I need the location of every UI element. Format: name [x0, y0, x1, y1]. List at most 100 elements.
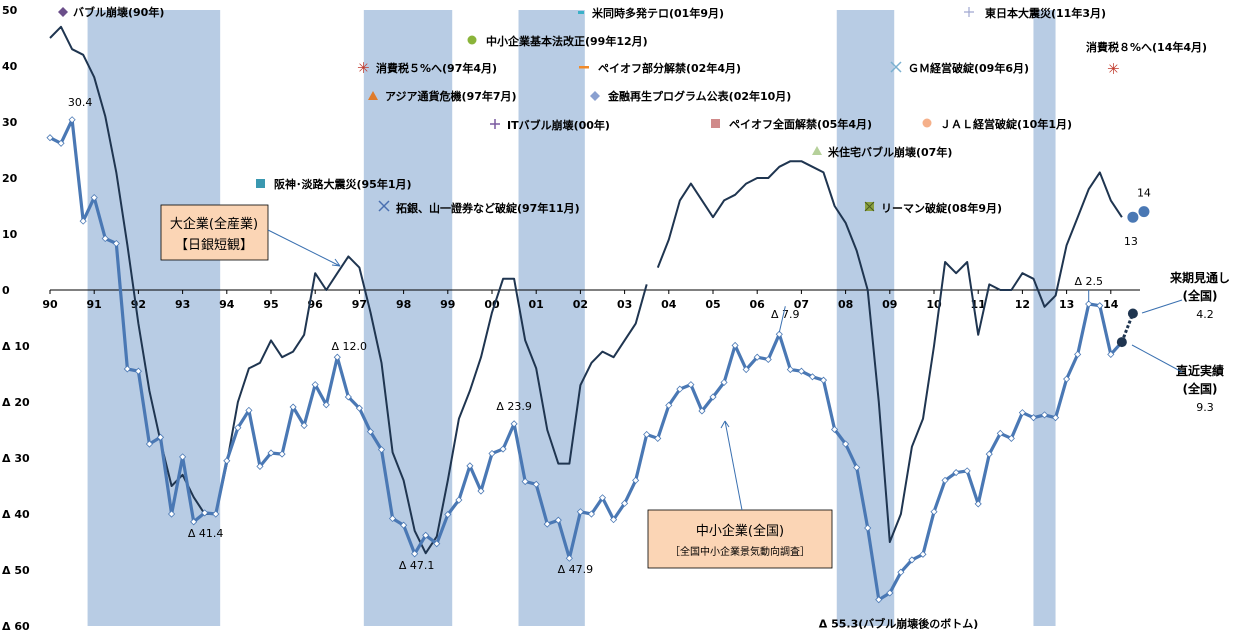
star-icon: ✳: [357, 59, 370, 77]
event-consumption-tax-5: ✳ 消費税５%へ(97年4月): [357, 59, 497, 77]
triangle-icon: [812, 146, 822, 155]
event-label: アジア通貨危機(97年7月): [385, 89, 517, 103]
recession-band: [837, 10, 894, 626]
event-consumption-tax-8: 消費税８%へ(14年4月) ✳: [1086, 40, 1207, 78]
event-sme-basic-law: 中小企業基本法改正(99年12月): [468, 34, 648, 48]
data-labels: 30.4Δ 41.4Δ 12.0Δ 47.1Δ 23.9Δ 47.9Δ 7.9Δ…: [68, 96, 1103, 631]
actual-value: 9.3: [1196, 401, 1214, 414]
event-it-bubble: ITバブル崩壊(00年): [490, 118, 610, 132]
event-asian-crisis: アジア通貨危機(97年7月): [368, 89, 517, 103]
y-tick-label: 40: [2, 60, 18, 73]
event-label: 阪神･淡路大震災(95年1月): [274, 177, 412, 191]
event-label: 東日本大震災(11年3月): [985, 6, 1106, 20]
star-icon: ✳: [1107, 60, 1120, 78]
forecast-sub: (全国): [1183, 288, 1218, 303]
x-tick-label: 02: [573, 298, 588, 311]
event-lehman: リーマン破綻(08年9月): [865, 201, 1002, 215]
event-label: リーマン破綻(08年9月): [881, 201, 1002, 215]
y-tick-label: 10: [2, 228, 18, 241]
event-jal-bankruptcy: ＪＡＬ経営破綻(10年1月): [923, 117, 1073, 131]
x-tick-label: 09: [882, 298, 897, 311]
recession-bands: [88, 10, 1056, 626]
large-firm-forecast-point: [1138, 206, 1149, 217]
diamond-icon: [590, 91, 600, 101]
y-tick-label: Δ 50: [2, 564, 30, 577]
actual-label: 直近実績 (全国) 9.3: [1132, 345, 1224, 414]
dash-icon: [579, 66, 589, 69]
event-payoff-full: ペイオフ全面解禁(05年4月): [711, 117, 872, 131]
x-tick-label: 90: [42, 298, 58, 311]
event-gm-bankruptcy: ＧＭ経営破綻(09年6月): [891, 61, 1029, 75]
event-payoff-partial: ペイオフ部分解禁(02年4月): [579, 61, 741, 75]
event-label: 消費税５%へ(97年4月): [376, 61, 497, 75]
y-tick-label: 30: [2, 116, 18, 129]
event-label: バブル崩壊(90年): [73, 5, 164, 19]
event-label: 消費税８%へ(14年4月): [1086, 40, 1207, 54]
small-firm-label-title: 中小企業(全国): [696, 523, 784, 539]
x-tick-label: 98: [396, 298, 411, 311]
event-financial-revival: 金融再生プログラム公表(02年10月): [590, 89, 791, 103]
data-label: Δ 55.3(バブル崩壊後のボトム): [819, 617, 979, 631]
large-firm-forecast-label: 14: [1137, 187, 1151, 200]
x-tick-label: 14: [1103, 298, 1119, 311]
data-label: Δ 41.4: [188, 527, 224, 540]
x-tick-label: 94: [219, 298, 235, 311]
x-tick-label: 06: [750, 298, 766, 311]
x-tick-label: 93: [175, 298, 190, 311]
x-tick-label: 99: [440, 298, 455, 311]
event-tohoku-earthquake: 東日本大震災(11年3月): [964, 6, 1106, 20]
large-firm-forecast-label: 13: [1124, 235, 1138, 248]
y-tick-label: Δ 20: [2, 396, 30, 409]
y-tick-label: 20: [2, 172, 18, 185]
data-label: Δ 47.9: [558, 563, 594, 576]
square-icon: [711, 119, 720, 128]
data-label: Δ 7.9: [771, 308, 800, 321]
circle-icon: [468, 36, 477, 45]
small-firm-forecast-point: [1128, 309, 1138, 319]
event-label: 中小企業基本法改正(99年12月): [486, 34, 648, 48]
y-tick-label: Δ 60: [2, 620, 30, 633]
x-tick-label: 92: [131, 298, 146, 311]
actual-sub: (全国): [1183, 381, 1218, 396]
actual-title: 直近実績: [1176, 363, 1224, 378]
event-us-housing: 米住宅バブル崩壊(07年): [812, 145, 952, 159]
y-tick-label: Δ 40: [2, 508, 30, 521]
recession-band: [1033, 10, 1055, 626]
y-tick-label: Δ 30: [2, 452, 30, 465]
x-tick-label: 95: [263, 298, 278, 311]
large-firm-label-box: 大企業(全産業) 【日銀短観】: [161, 205, 340, 266]
plus-icon: [490, 119, 500, 129]
event-hanshin-earthquake: 阪神･淡路大震災(95年1月): [256, 177, 412, 191]
data-label: Δ 2.5: [1074, 275, 1103, 288]
data-label: 30.4: [68, 96, 93, 109]
dash-icon: [578, 11, 584, 14]
x-tick-label: 04: [661, 298, 677, 311]
event-sept-11: 米同時多発テロ(01年9月): [578, 6, 724, 20]
forecast-markers: 13 14: [1117, 187, 1151, 347]
large-firm-label-title: 大企業(全産業): [170, 216, 258, 232]
x-tick-label: 97: [352, 298, 367, 311]
x-tick-label: 05: [705, 298, 720, 311]
forecast-title: 来期見通し: [1169, 270, 1230, 285]
x-tick-label: 13: [1059, 298, 1074, 311]
small-firm-label-sub: ［全国中小企業景気動向調査］: [670, 545, 810, 558]
x-tick-label: 12: [1015, 298, 1030, 311]
y-tick-labels: 50 40 30 20 10 0 Δ 10 Δ 20 Δ 30 Δ 40 Δ 50 Δ 60: [2, 4, 30, 633]
large-firm-pointer: [268, 230, 340, 266]
forecast-value: 4.2: [1196, 308, 1214, 321]
y-tick-label: 0: [2, 284, 10, 297]
large-firm-forecast-point: [1127, 212, 1138, 223]
event-label: 米住宅バブル崩壊(07年): [827, 145, 952, 159]
small-firm-label-box: 中小企業(全国) ［全国中小企業景気動向調査］: [648, 421, 832, 568]
event-label: ペイオフ全面解禁(05年4月): [729, 117, 872, 131]
event-label: 拓銀、山一證券など破綻(97年11月): [396, 201, 580, 215]
large-firm-label-sub: 【日銀短観】: [175, 238, 253, 253]
diamond-icon: [58, 7, 68, 17]
event-label: ＧＭ経営破綻(09年6月): [908, 61, 1029, 75]
square-icon: [256, 179, 265, 188]
event-label: ＪＡＬ経営破綻(10年1月): [940, 117, 1072, 131]
data-label: Δ 12.0: [332, 340, 368, 353]
event-label: ペイオフ部分解禁(02年4月): [598, 61, 741, 75]
x-tick-label: 01: [529, 298, 544, 311]
